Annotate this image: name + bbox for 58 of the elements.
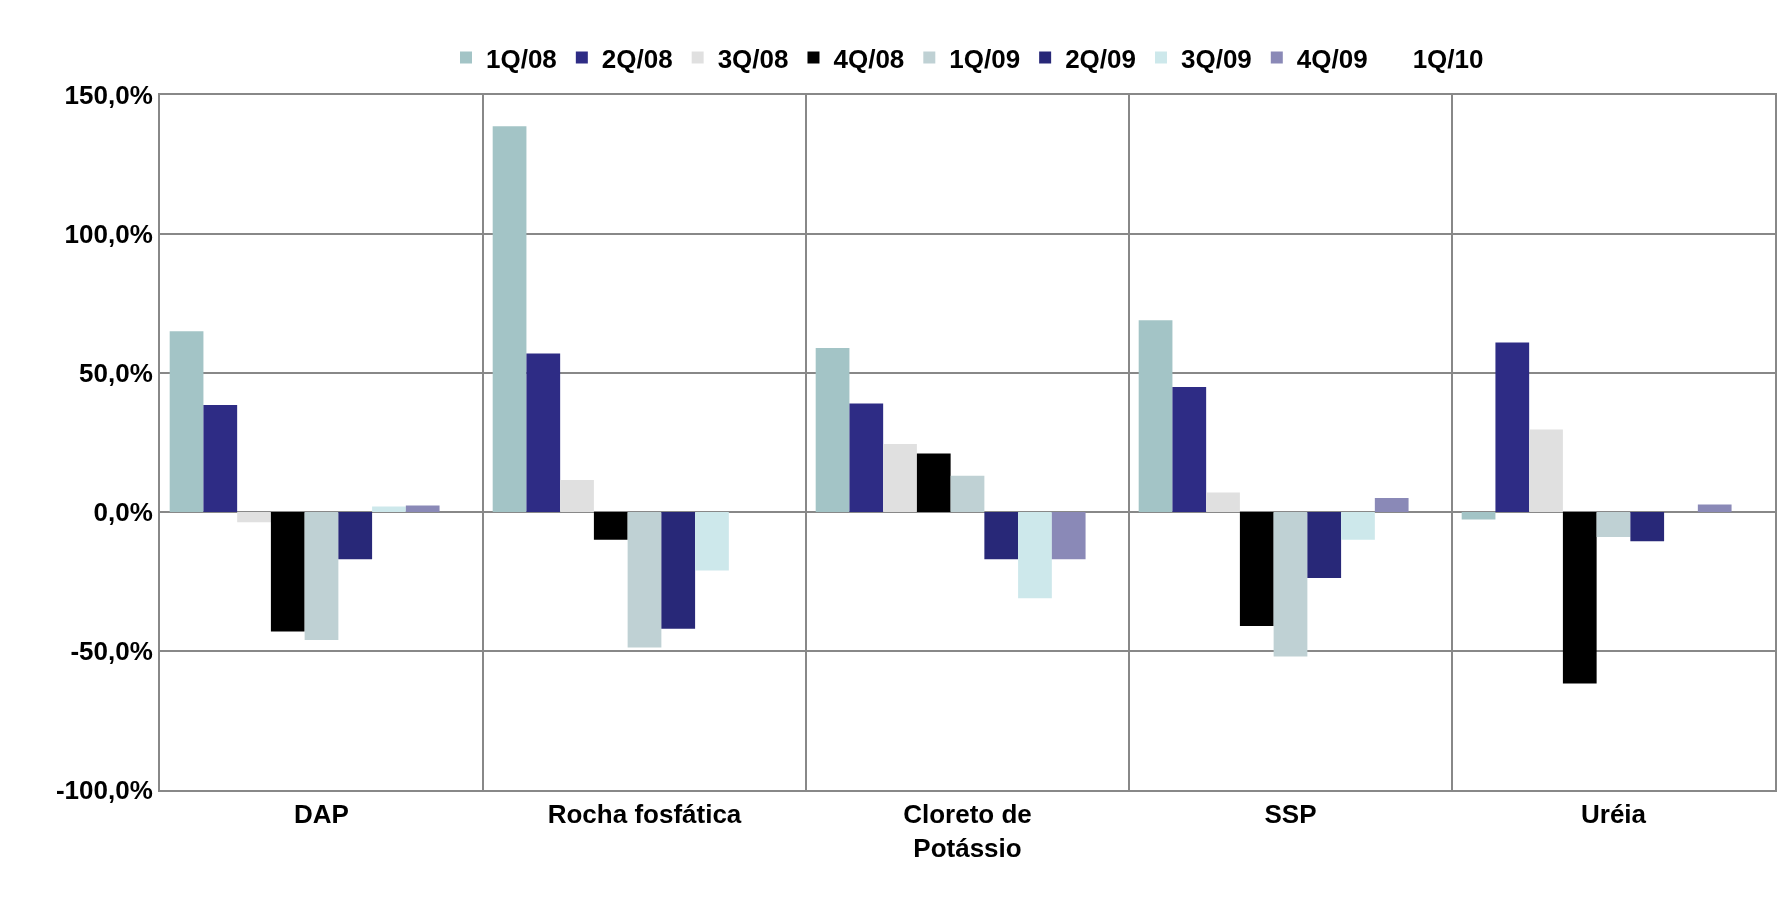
y-tick-label: 0,0% [93, 497, 153, 528]
text: 1Q/10 [1412, 43, 1484, 74]
bar [1307, 512, 1342, 578]
bar [1374, 498, 1409, 512]
x-tick-label: SSP [1264, 799, 1317, 830]
bar [1596, 512, 1631, 538]
legend-label: 3Q/08 [717, 43, 789, 74]
legend-label: 2Q/08 [601, 43, 673, 74]
bar [815, 347, 850, 512]
bar [372, 506, 406, 512]
legend-label: 2Q/09 [1065, 43, 1136, 74]
bar [1239, 512, 1274, 626]
bar [1172, 386, 1207, 512]
bar [849, 403, 884, 512]
bar [1630, 512, 1665, 542]
bar [1341, 512, 1375, 540]
bar [661, 512, 696, 629]
bar [203, 404, 238, 512]
bar [1138, 320, 1173, 512]
bar [916, 453, 951, 512]
bar [560, 480, 594, 512]
x-tick-label: Rocha fosfática [547, 799, 742, 830]
legend-label: 4Q/08 [833, 43, 905, 74]
legend-label: 4Q/09 [1296, 43, 1368, 74]
bar [1206, 492, 1240, 512]
legend-label: 1Q/08 [486, 43, 557, 74]
bar [695, 512, 729, 571]
y-tick-label: 100,0% [64, 219, 153, 250]
y-tick-label: -50,0% [70, 636, 153, 667]
x-tick-label: Uréia [1580, 799, 1647, 830]
bar [526, 353, 561, 512]
bar [304, 512, 339, 640]
bar [627, 512, 662, 648]
legend-label: 1Q/09 [949, 43, 1021, 74]
bar [270, 512, 305, 632]
bar [1562, 512, 1597, 684]
bar [1051, 512, 1086, 560]
bar [169, 331, 204, 512]
bar [338, 512, 373, 560]
bar [883, 443, 917, 512]
legend-label: 3Q/09 [1180, 43, 1252, 74]
bar [492, 126, 527, 512]
bar [950, 475, 985, 512]
bar [237, 512, 271, 523]
y-tick-label: 150,0% [64, 80, 153, 111]
bar [1495, 342, 1530, 512]
bar [1697, 504, 1732, 512]
bar [405, 505, 440, 512]
bar [1018, 512, 1052, 599]
bar [1529, 429, 1563, 512]
y-tick-label: 50,0% [79, 358, 153, 389]
bar [984, 512, 1019, 560]
x-tick-label: DAP [294, 799, 349, 830]
y-tick-label: -100,0% [55, 775, 153, 806]
x-tick-label: Cloreto de Potássio [903, 799, 1032, 863]
bar [593, 512, 628, 540]
bar [1461, 512, 1496, 520]
bar [1273, 512, 1308, 657]
